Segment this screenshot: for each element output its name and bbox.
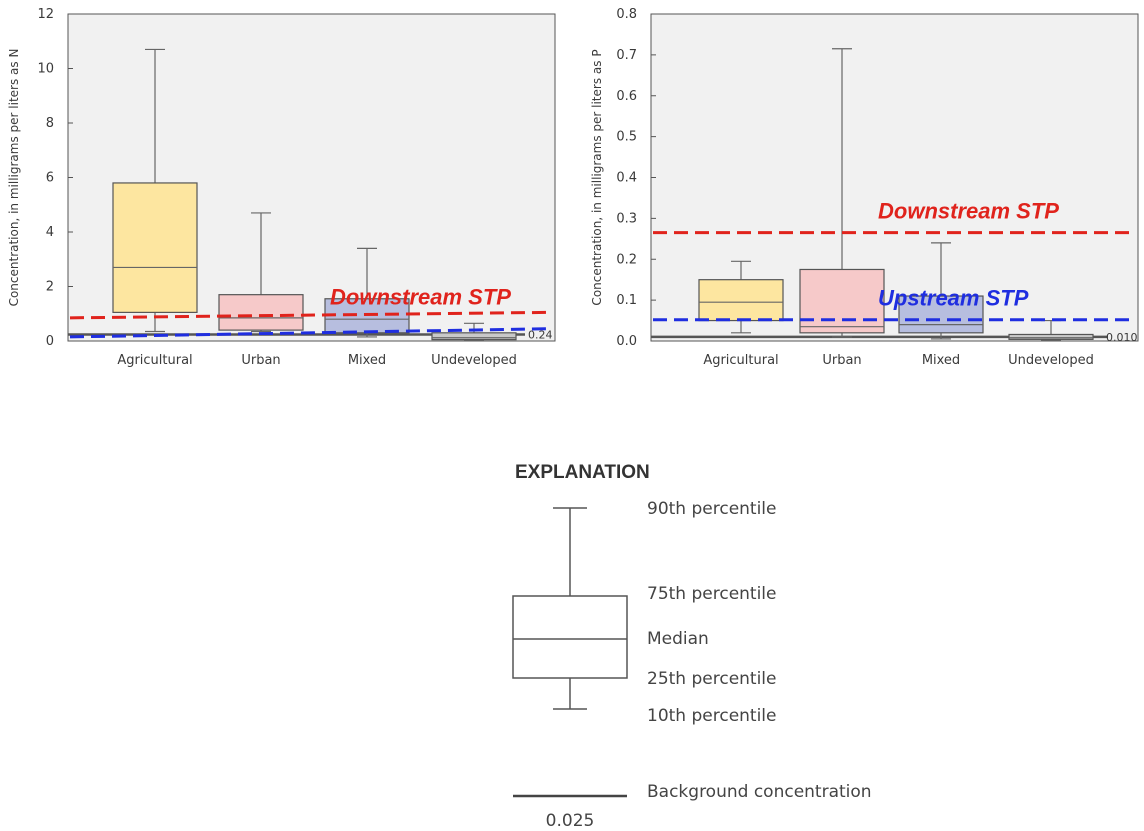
category-label: Undeveloped (1008, 353, 1094, 368)
y-tick-label: 0 (46, 334, 54, 349)
y-tick-label: 2 (46, 280, 54, 295)
legend-box (512, 595, 628, 679)
box (1008, 333, 1094, 340)
y-tick-label: 0.0 (616, 334, 637, 349)
reference-line-label: Downstream STP (330, 284, 511, 309)
category-label: Agricultural (703, 353, 778, 368)
category-label: Mixed (348, 353, 386, 368)
y-axis-label: Concentration, in milligrams per liters … (590, 49, 604, 305)
legend-label-p25: 25th percentile (647, 669, 777, 689)
legend-background-value: 0.025 (546, 811, 595, 831)
background-value-label: 0.24 (528, 328, 553, 341)
reference-line-label: Upstream STP (878, 286, 1029, 311)
y-tick-label: 0.4 (616, 171, 637, 186)
box (218, 294, 304, 331)
y-tick-label: 10 (37, 62, 54, 77)
y-axis-label: Concentration, in milligrams per liters … (7, 49, 21, 307)
category-label: Urban (241, 353, 280, 368)
nitrogen-chart: 0 2 4 6 8 10 12 Concentration, in milligrams pe… (7, 7, 556, 368)
legend-label-p90: 90th percentile (647, 499, 777, 519)
y-tick-label: 8 (46, 116, 54, 131)
phosphorus-chart: 0.0 0.1 0.2 0.3 0.4 0.5 0.6 0.7 0.8 Concentration… (590, 7, 1139, 368)
y-tick-label: 0.2 (616, 252, 637, 267)
y-tick-label: 12 (37, 7, 54, 22)
box (799, 268, 885, 334)
explanation-title: EXPLANATION (515, 462, 650, 483)
category-label: Mixed (922, 353, 960, 368)
category-label: Undeveloped (431, 353, 517, 368)
box (112, 182, 198, 313)
legend-label-p75: 75th percentile (647, 584, 777, 604)
legend-label-median: Median (647, 629, 709, 649)
legend-label-p10: 10th percentile (647, 706, 777, 726)
explanation-legend: EXPLANATION 90th percentile 75th percent… (512, 462, 872, 831)
y-tick-label: 0.1 (616, 293, 637, 308)
reference-line (69, 327, 549, 339)
background-value-label: 0.010 (1106, 331, 1138, 344)
box (898, 295, 984, 334)
category-label: Urban (822, 353, 861, 368)
category-label: Agricultural (117, 353, 192, 368)
y-tick-label: 0.3 (616, 211, 637, 226)
y-tick-label: 0.6 (616, 89, 637, 104)
y-tick-label: 0.8 (616, 7, 637, 22)
box (698, 279, 784, 322)
legend-label-background: Background concentration (647, 782, 872, 802)
y-tick-label: 0.7 (616, 48, 637, 63)
reference-line (69, 310, 549, 320)
box (431, 332, 517, 341)
reference-line-label: Downstream STP (878, 199, 1059, 224)
y-tick-label: 4 (46, 225, 54, 240)
y-tick-label: 6 (46, 171, 54, 186)
y-tick-label: 0.5 (616, 130, 637, 145)
